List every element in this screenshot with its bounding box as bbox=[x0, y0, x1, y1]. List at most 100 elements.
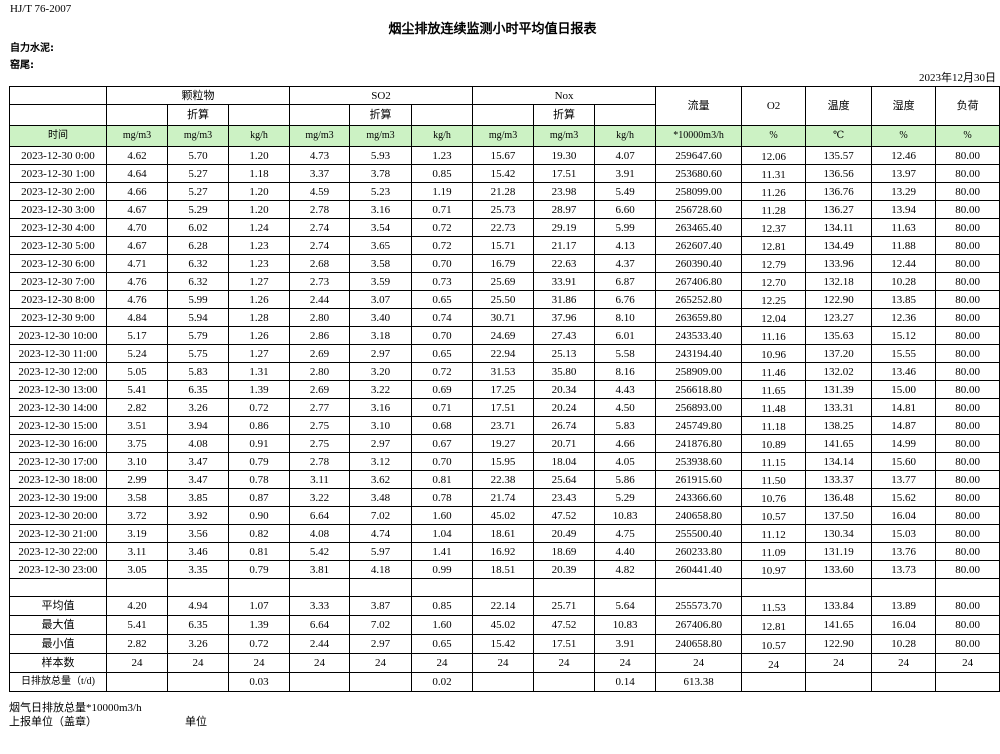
table-cell: 258099.00 bbox=[655, 182, 743, 201]
table-row: 2023-12-30 22:00 3.11 3.46 0.81 5.42 5.97 1.41… bbox=[9, 542, 1000, 561]
table-cell: 1.04 bbox=[411, 524, 474, 543]
table-cell: 5.94 bbox=[167, 308, 229, 327]
table-cell bbox=[594, 578, 657, 597]
table-cell: 2.75 bbox=[289, 416, 351, 435]
table-cell: 2.82 bbox=[106, 398, 168, 417]
table-row: 2023-12-30 14:00 2.82 3.26 0.72 2.77 3.16 0.71… bbox=[9, 398, 1000, 417]
table-cell: 3.94 bbox=[167, 416, 229, 435]
table-cell: 80.00 bbox=[935, 272, 1000, 291]
table-cell: 1.41 bbox=[411, 542, 474, 561]
table-cell: 10.57 bbox=[741, 506, 807, 525]
unit-header-time: 时间 bbox=[9, 125, 107, 147]
table-cell: 22.94 bbox=[472, 344, 535, 363]
table-cell: 132.18 bbox=[805, 272, 873, 291]
table-cell: 6.76 bbox=[594, 290, 657, 309]
table-cell: 80.00 bbox=[935, 596, 1000, 616]
table-cell: 3.11 bbox=[106, 542, 168, 561]
table-cell: 141.65 bbox=[805, 615, 873, 635]
table-cell: 24 bbox=[106, 653, 168, 673]
table-cell: 80.00 bbox=[935, 362, 1000, 381]
table-cell: 2.82 bbox=[106, 634, 168, 654]
table-cell: 17.51 bbox=[533, 164, 596, 183]
summary-row: 样本数 24 24 24 24 24 24 24 24 24 24 24 24 24 24 bbox=[9, 653, 1000, 673]
table-cell bbox=[871, 672, 937, 692]
table-cell: 3.10 bbox=[106, 452, 168, 471]
table-cell: 0.72 bbox=[227, 398, 291, 417]
time-cell: 2023-12-30 6:00 bbox=[9, 254, 107, 273]
time-cell: 2023-12-30 0:00 bbox=[9, 146, 107, 165]
table-cell: 0.68 bbox=[411, 416, 474, 435]
table-cell: 13.97 bbox=[871, 164, 937, 183]
table-cell: 80.00 bbox=[935, 524, 1000, 543]
table-cell: 0.91 bbox=[227, 434, 291, 453]
time-cell: 2023-12-30 18:00 bbox=[9, 470, 107, 489]
time-cell bbox=[9, 578, 107, 597]
group-header-nox: Nox bbox=[472, 86, 657, 105]
table-cell: 23.43 bbox=[533, 488, 596, 507]
table-row: 2023-12-30 21:00 3.19 3.56 0.82 4.08 4.74 1.04… bbox=[9, 524, 1000, 543]
table-cell: 5.42 bbox=[289, 542, 351, 561]
table-cell: 133.37 bbox=[805, 470, 873, 489]
table-cell: 136.56 bbox=[805, 164, 873, 183]
table-cell: 0.69 bbox=[411, 380, 474, 399]
flue-gas-note: 烟气日排放总量*10000m3/h bbox=[9, 702, 142, 714]
table-cell: 259647.60 bbox=[655, 146, 743, 165]
table-cell: 5.27 bbox=[167, 182, 229, 201]
table-cell: 267406.80 bbox=[655, 615, 743, 635]
table-cell: 1.20 bbox=[227, 182, 291, 201]
table-cell: 15.95 bbox=[472, 452, 535, 471]
table-cell: 11.16 bbox=[741, 326, 807, 345]
table-cell: 5.93 bbox=[349, 146, 413, 165]
table-cell: 80.00 bbox=[935, 218, 1000, 237]
table-cell: 131.19 bbox=[805, 542, 873, 561]
table-row: 2023-12-30 4:00 4.70 6.02 1.24 2.74 3.54 0.72 2… bbox=[9, 218, 1000, 237]
table-cell: 261915.60 bbox=[655, 470, 743, 489]
table-cell: 13.77 bbox=[871, 470, 937, 489]
header-blank bbox=[227, 104, 291, 126]
table-cell: 20.34 bbox=[533, 380, 596, 399]
table-cell: 80.00 bbox=[935, 236, 1000, 255]
table-cell: 263465.40 bbox=[655, 218, 743, 237]
header-blank bbox=[289, 104, 351, 126]
table-cell: 15.55 bbox=[871, 344, 937, 363]
table-cell: 3.26 bbox=[167, 634, 229, 654]
table-cell: 4.43 bbox=[594, 380, 657, 399]
table-cell: 0.86 bbox=[227, 416, 291, 435]
table-cell: 13.29 bbox=[871, 182, 937, 201]
table-cell: 80.00 bbox=[935, 290, 1000, 309]
table-cell bbox=[106, 672, 168, 692]
table-cell: 0.74 bbox=[411, 308, 474, 327]
table-cell: 3.91 bbox=[594, 634, 657, 654]
table-cell: 0.02 bbox=[411, 672, 474, 692]
table-cell: 3.48 bbox=[349, 488, 413, 507]
table-row: 2023-12-30 19:00 3.58 3.85 0.87 3.22 3.48 0.78… bbox=[9, 488, 1000, 507]
table-cell: 0.82 bbox=[227, 524, 291, 543]
table-row: 2023-12-30 0:00 4.62 5.70 1.20 4.73 5.93 1.23 1… bbox=[9, 146, 1000, 165]
table-cell: 18.04 bbox=[533, 452, 596, 471]
table-cell: 4.18 bbox=[349, 560, 413, 579]
table-cell: 4.75 bbox=[594, 524, 657, 543]
table-cell: 6.02 bbox=[167, 218, 229, 237]
table-cell: 24 bbox=[935, 653, 1000, 673]
table-cell: 3.20 bbox=[349, 362, 413, 381]
header-blank bbox=[9, 104, 107, 126]
unit-header: mg/m3 bbox=[349, 125, 413, 147]
table-cell: 0.87 bbox=[227, 488, 291, 507]
table-cell bbox=[227, 578, 291, 597]
table-cell: 3.59 bbox=[349, 272, 413, 291]
table-cell: 0.14 bbox=[594, 672, 657, 692]
header-row-converted: 折算 折算 折算 bbox=[9, 104, 1000, 126]
table-cell: 16.79 bbox=[472, 254, 535, 273]
table-cell: 2.68 bbox=[289, 254, 351, 273]
table-cell: 1.24 bbox=[227, 218, 291, 237]
summary-row: 最大值 5.41 6.35 1.39 6.64 7.02 1.60 45.02 47.52 10.… bbox=[9, 615, 1000, 635]
unit-header: % bbox=[935, 125, 1000, 147]
unit-header: mg/m3 bbox=[472, 125, 535, 147]
table-cell: 1.23 bbox=[227, 254, 291, 273]
table-cell: 47.52 bbox=[533, 506, 596, 525]
table-cell: 253680.60 bbox=[655, 164, 743, 183]
table-cell: 10.83 bbox=[594, 506, 657, 525]
table-cell bbox=[533, 672, 596, 692]
table-cell: 256618.80 bbox=[655, 380, 743, 399]
table-cell: 11.28 bbox=[741, 200, 807, 219]
